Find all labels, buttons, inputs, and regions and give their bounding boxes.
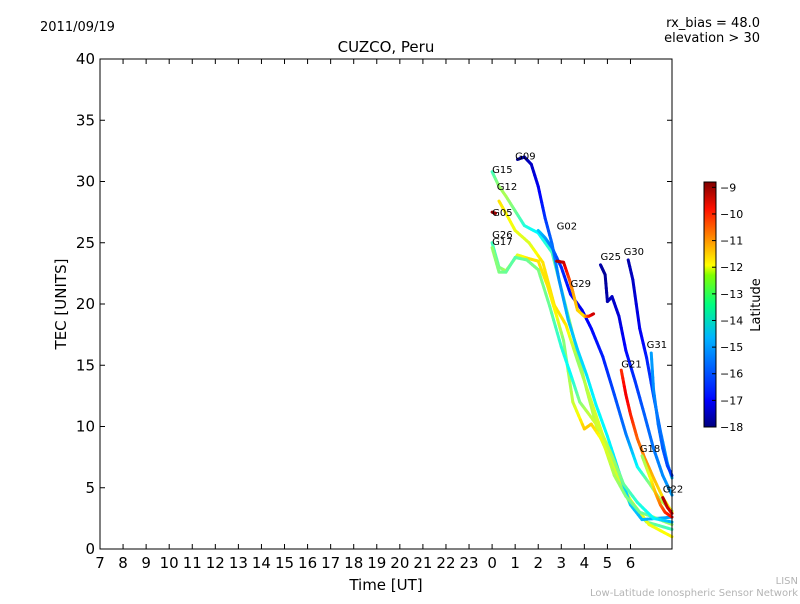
rx-bias-label: rx_bias = 48.0 xyxy=(666,16,760,31)
colorbar-ticks: −9 −10 −11 −12 −13 −14 −15 −16 −17 −18 xyxy=(712,181,743,434)
x-tick-label: 9 xyxy=(141,554,151,572)
x-tick-label: 2 xyxy=(533,554,543,572)
x-tick-label: 4 xyxy=(580,554,590,572)
footer-lisn: LISN xyxy=(776,576,798,587)
colorbar-gradient xyxy=(704,182,716,427)
x-tick-label: 6 xyxy=(626,554,636,572)
series-label-g02: G02 xyxy=(557,221,577,232)
x-tick-label: 19 xyxy=(367,554,386,572)
series-segment xyxy=(570,382,572,392)
x-tick-label: 21 xyxy=(413,554,432,572)
x-tick-label: 1 xyxy=(510,554,520,572)
x-tick-label: 16 xyxy=(298,554,317,572)
y-tick-label: 10 xyxy=(76,418,95,436)
series-label-g25: G25 xyxy=(601,252,621,263)
series-segment xyxy=(668,528,672,529)
series-label-g31: G31 xyxy=(647,340,667,351)
colorbar-tick-label: −13 xyxy=(720,288,743,301)
colorbar-tick-label: −10 xyxy=(720,208,743,221)
footer-network-name: Low-Latitude Ionospheric Sensor Network xyxy=(590,588,798,599)
colorbar: −9 −10 −11 −12 −13 −14 −15 −16 −17 −18 Latitude xyxy=(704,181,764,434)
x-tick-label: 7 xyxy=(95,554,105,572)
x-tick-label: 15 xyxy=(275,554,294,572)
colorbar-label: Latitude xyxy=(749,278,764,332)
series-label-g17: G17 xyxy=(492,237,512,248)
x-tick-label: 20 xyxy=(390,554,409,572)
series-layer xyxy=(492,157,672,537)
series-segment xyxy=(668,535,672,537)
series-segment xyxy=(564,341,566,351)
x-tick-label: 23 xyxy=(459,554,478,572)
colorbar-tick-label: −15 xyxy=(720,341,743,354)
x-tick-label: 12 xyxy=(206,554,225,572)
y-tick-label: 25 xyxy=(76,234,95,252)
x-tick-label: 14 xyxy=(252,554,271,572)
date-label: 2011/09/19 xyxy=(40,20,115,35)
colorbar-tick-label: −16 xyxy=(720,368,743,381)
y-tick-label: 0 xyxy=(85,540,95,558)
series-label-g12: G12 xyxy=(497,182,517,193)
x-tick-label: 10 xyxy=(160,554,179,572)
x-tick-label: 13 xyxy=(229,554,248,572)
series-label-g09: G09 xyxy=(515,151,535,162)
chart-title: CUZCO, Peru xyxy=(338,38,435,56)
series-segment xyxy=(571,392,573,402)
series-label-g15: G15 xyxy=(492,165,512,176)
x-tick-label: 3 xyxy=(557,554,567,572)
y-tick-label: 20 xyxy=(76,295,95,313)
x-tick-label: 18 xyxy=(344,554,363,572)
plot-frame xyxy=(100,59,672,549)
x-tick-label: 11 xyxy=(183,554,202,572)
y-tick-label: 5 xyxy=(85,479,95,497)
elevation-label: elevation > 30 xyxy=(664,31,760,46)
x-tick-label: 8 xyxy=(118,554,128,572)
x-tick-label: 5 xyxy=(603,554,613,572)
y-tick-label: 30 xyxy=(76,173,95,191)
y-tick-label: 40 xyxy=(76,50,95,68)
y-axis-label: TEC [UNITS] xyxy=(52,259,70,351)
colorbar-tick-label: −14 xyxy=(720,314,743,327)
colorbar-tick-label: −18 xyxy=(720,421,743,434)
series-label-g05: G05 xyxy=(492,208,512,219)
series-label-g21: G21 xyxy=(621,360,641,371)
series-label-g18: G18 xyxy=(640,444,660,455)
series-label-g29: G29 xyxy=(571,279,591,290)
y-tick-label: 15 xyxy=(76,356,95,374)
x-axis-label: Time [UT] xyxy=(348,576,422,594)
colorbar-tick-label: −17 xyxy=(720,394,743,407)
colorbar-tick-label: −9 xyxy=(720,181,736,194)
x-tick-label: 0 xyxy=(487,554,497,572)
colorbar-tick-label: −11 xyxy=(720,235,743,248)
y-tick-label: 35 xyxy=(76,111,95,129)
x-tick-label: 22 xyxy=(436,554,455,572)
x-tick-label: 17 xyxy=(321,554,340,572)
series-g31 xyxy=(651,353,672,476)
series-label-g22: G22 xyxy=(663,485,683,496)
colorbar-tick-label: −12 xyxy=(720,261,743,274)
series-label-g30: G30 xyxy=(624,247,644,258)
